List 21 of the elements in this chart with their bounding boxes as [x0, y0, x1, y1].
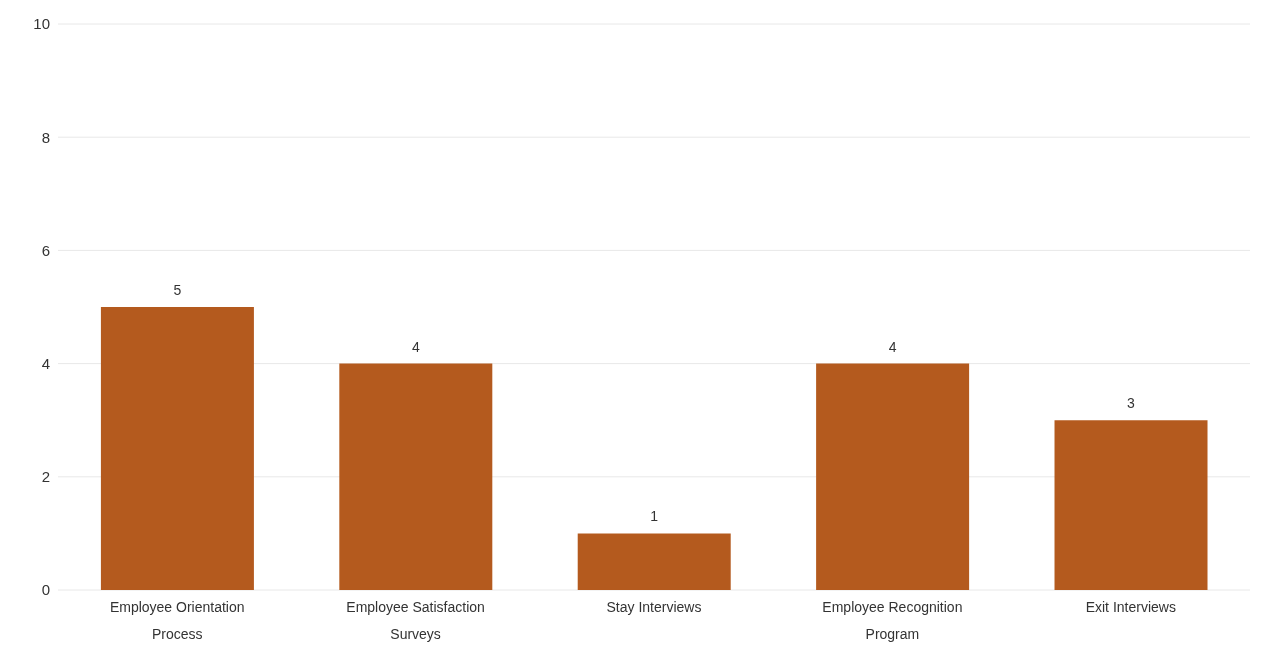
y-tick-label: 2 — [41, 468, 50, 486]
data-label: 5 — [173, 282, 182, 298]
x-tick-label: Employee Satisfaction Surveys — [346, 599, 485, 642]
data-label: 4 — [888, 338, 897, 355]
bar — [100, 307, 254, 590]
y-tick-label: 8 — [41, 128, 50, 146]
data-label: 3 — [1127, 395, 1136, 412]
bar — [339, 363, 493, 590]
y-tick-label: 6 — [41, 241, 50, 259]
bar — [816, 363, 970, 590]
bar — [577, 533, 731, 590]
data-label: 4 — [411, 338, 420, 355]
y-tick-label: 4 — [41, 354, 50, 372]
bar — [1054, 420, 1208, 590]
x-tick-label: Stay Interviews — [606, 599, 702, 615]
x-tick-label: Employee Recognition Program — [822, 599, 963, 642]
y-tick-label: 0 — [41, 581, 50, 599]
x-tick-label: Exit Interviews — [1085, 599, 1176, 615]
data-label: 1 — [650, 508, 659, 525]
y-tick-label: 10 — [33, 15, 50, 33]
x-tick-label: Employee Orientation Process — [109, 599, 245, 642]
